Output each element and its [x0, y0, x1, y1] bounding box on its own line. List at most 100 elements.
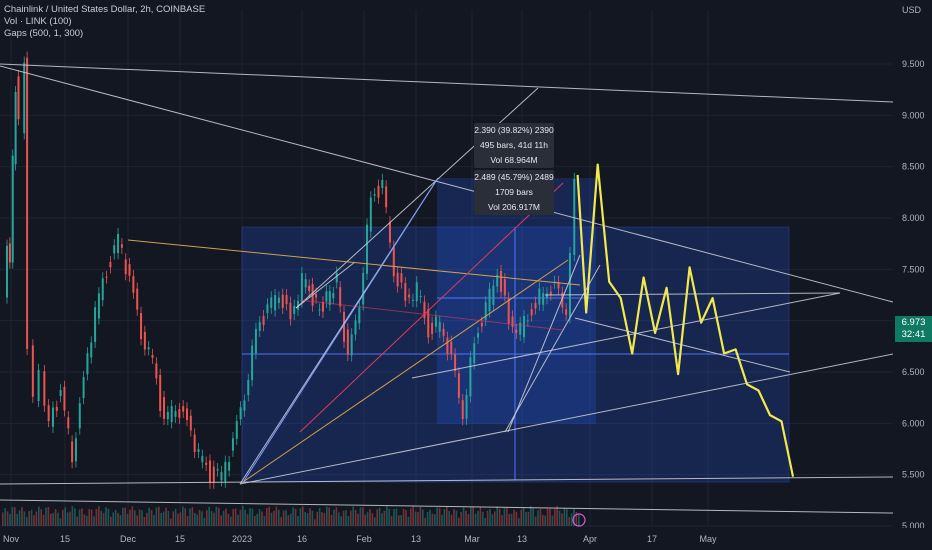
volume-bar [275, 506, 278, 526]
volume-bar [405, 510, 407, 526]
candle-body [411, 299, 414, 302]
volume-bar [71, 506, 74, 526]
volume-bar [9, 514, 11, 526]
volume-bar [570, 513, 573, 526]
candle-body [189, 415, 192, 431]
candle-body [235, 421, 238, 439]
price-tick-label: 5.500 [902, 470, 925, 480]
candle-body [147, 347, 150, 350]
candle-body [549, 291, 552, 295]
candle-body [400, 273, 403, 283]
volume-bar [304, 511, 306, 526]
volume-bar [23, 511, 26, 526]
trend-line-orange [239, 259, 569, 485]
symbol-title[interactable]: Chainlink / United States Dollar, 2h, CO… [4, 4, 206, 15]
volume-bar [102, 512, 105, 526]
volume-bar [117, 512, 119, 526]
measure-1-change: 2.390 (39.82%) 2390 [474, 125, 554, 135]
candle-body [124, 259, 127, 275]
candle-body [205, 462, 208, 465]
volume-bar [438, 507, 441, 526]
candle-body [163, 397, 166, 419]
volume-bar [124, 507, 126, 526]
volume-bar [513, 509, 515, 526]
volume-bar [335, 507, 338, 526]
volume-bar [318, 508, 321, 526]
volume-bar [563, 507, 566, 526]
volume-bar [83, 514, 86, 526]
volume-bar [479, 507, 482, 526]
candle-body [350, 334, 353, 356]
candle-body [438, 322, 441, 332]
volume-bar [206, 510, 208, 526]
volume-bar [126, 514, 129, 526]
volume-bar [30, 509, 33, 526]
price-tick-label: 9.000 [902, 110, 925, 120]
volume-bar [227, 513, 230, 526]
candle-body [212, 466, 215, 483]
volume-bar [316, 511, 318, 526]
time-tick-label: Mar [464, 534, 480, 544]
candle-body [423, 301, 426, 319]
volume-bar [460, 512, 462, 526]
volume-bar [244, 509, 246, 526]
volume-bar [69, 511, 71, 526]
volume-bar [98, 506, 100, 526]
volume-bar [191, 507, 194, 526]
volume-bar [462, 507, 465, 526]
volume-bar [426, 511, 429, 526]
volume-bar [177, 513, 179, 526]
time-tick-label: Dec [120, 534, 137, 544]
volume-bar [321, 512, 323, 526]
volume-bar [551, 515, 554, 526]
volume-bar [484, 517, 486, 526]
volume-bar [88, 509, 90, 526]
candle-body [500, 271, 503, 292]
candle-body [170, 406, 173, 423]
channel-line-red [299, 299, 564, 331]
volume-bar [527, 511, 530, 526]
volume-bar [393, 509, 395, 526]
volume-bar [412, 506, 414, 526]
trend-line [0, 63, 894, 103]
candle-body [450, 341, 453, 354]
volume-bar [302, 506, 304, 526]
volume-bar [441, 514, 443, 526]
volume-bar [518, 518, 520, 526]
time-tick-label: 13 [517, 534, 527, 544]
candle-body [6, 245, 8, 298]
candle-body [377, 185, 380, 198]
volume-bar [208, 506, 210, 526]
volume-bar [357, 513, 359, 526]
volume-bar [258, 509, 261, 526]
candle-body [105, 276, 108, 278]
trend-line [411, 292, 841, 379]
candle-body [365, 224, 368, 274]
candle-body [557, 281, 560, 289]
candle-body [258, 322, 261, 331]
volume-bar [350, 510, 352, 526]
volume-bar [107, 508, 110, 526]
volume-bar [112, 512, 114, 526]
volume-bar [477, 510, 479, 526]
candle-body [136, 288, 139, 310]
candle-body [228, 462, 231, 471]
volume-bar [386, 506, 388, 526]
volume-bar [306, 513, 309, 526]
time-tick-label: May [699, 534, 717, 544]
candle-body [74, 438, 77, 462]
volume-bar [47, 507, 50, 526]
volume-indicator-label[interactable]: Vol · LINK (100) [4, 16, 72, 27]
candle-body [239, 407, 242, 420]
gaps-indicator-label[interactable]: Gaps (500, 1, 300) [4, 28, 84, 39]
candle-body [396, 272, 399, 287]
volume-bar [429, 509, 431, 526]
candle-body [385, 186, 388, 208]
measure-2-volume: Vol 206.917M [488, 202, 540, 212]
volume-bar [95, 509, 98, 526]
candle-body [511, 316, 514, 327]
volume-bar [11, 507, 14, 526]
price-tick-label: 8.500 [902, 162, 925, 172]
